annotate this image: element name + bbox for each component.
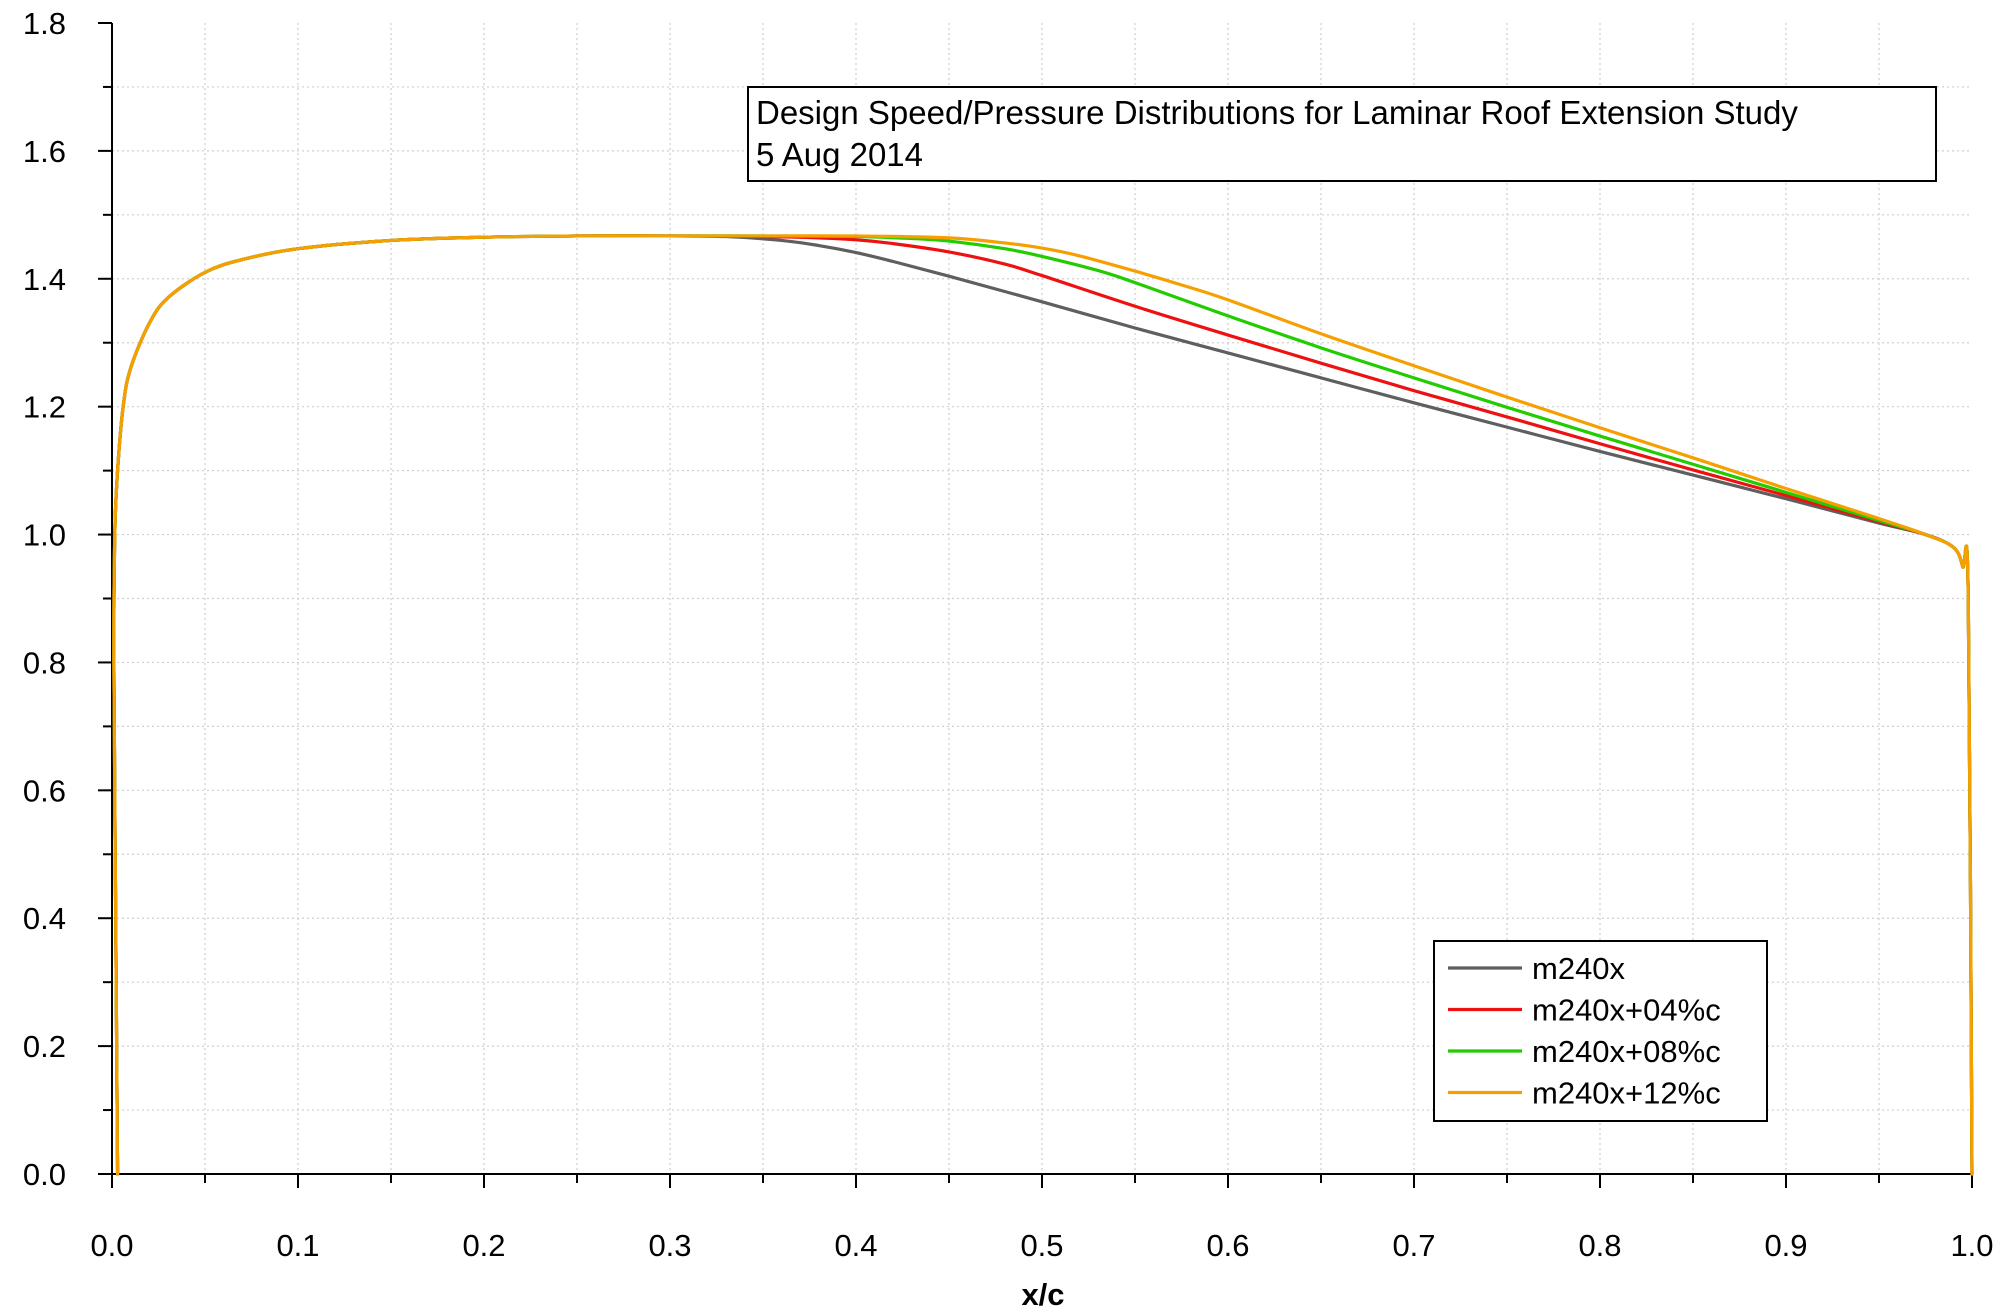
x-tick-label: 0.3 xyxy=(648,1228,691,1263)
x-tick-label: 0.1 xyxy=(276,1228,319,1263)
x-tick-label: 0.4 xyxy=(834,1228,877,1263)
y-tick-label: 0.8 xyxy=(23,645,66,680)
annotation-frame xyxy=(747,86,1937,182)
x-tick-label: 0.6 xyxy=(1206,1228,1249,1263)
legend-items: m240x m240x+04%c m240x+08%c m240x+12%c xyxy=(1448,951,1721,1111)
x-tick-label: 0.0 xyxy=(90,1228,133,1263)
legend-label-2: m240x+04%c xyxy=(1532,993,1721,1028)
annotation-box: Design Speed/Pressure Distributions for … xyxy=(747,86,1937,182)
x-axis-title: x/c xyxy=(1021,1277,1064,1309)
legend-label-1: m240x xyxy=(1532,951,1626,986)
y-tick-label: 1.2 xyxy=(23,390,66,425)
legend-label-4: m240x+12%c xyxy=(1532,1076,1721,1111)
legend-label-3: m240x+08%c xyxy=(1532,1034,1721,1069)
x-tick-label: 1.0 xyxy=(1950,1228,1993,1263)
x-tick-label: 0.9 xyxy=(1764,1228,1807,1263)
x-tick-label: 0.5 xyxy=(1020,1228,1063,1263)
annotation-line-1: Design Speed/Pressure Distributions for … xyxy=(756,94,1798,131)
axis-layer: 0.0 0.1 0.2 0.3 0.4 0.5 0.6 0.7 0.8 0.9 1.0 0.0 0.2 0… xyxy=(23,6,1994,1263)
y-tick-label: 0.0 xyxy=(23,1157,66,1192)
series-line-4 xyxy=(112,234,1974,1176)
annotation-line-2: 5 Aug 2014 xyxy=(756,136,923,173)
y-tick-label: 1.4 xyxy=(23,262,66,297)
x-tick-label: 0.8 xyxy=(1578,1228,1621,1263)
x-tick-label: 0.7 xyxy=(1392,1228,1435,1263)
y-tick-label: 0.2 xyxy=(23,1029,66,1064)
y-tick-label: 1.6 xyxy=(23,134,66,169)
y-tick-label: 0.4 xyxy=(23,901,66,936)
y-tick-label: 0.6 xyxy=(23,773,66,808)
y-tick-label: 1.8 xyxy=(23,6,66,41)
legend: m240x m240x+04%c m240x+08%c m240x+12%c xyxy=(1433,940,1768,1122)
y-tick-label: 1.0 xyxy=(23,518,66,553)
x-tick-label: 0.2 xyxy=(462,1228,505,1263)
series-layer xyxy=(112,234,1974,1176)
